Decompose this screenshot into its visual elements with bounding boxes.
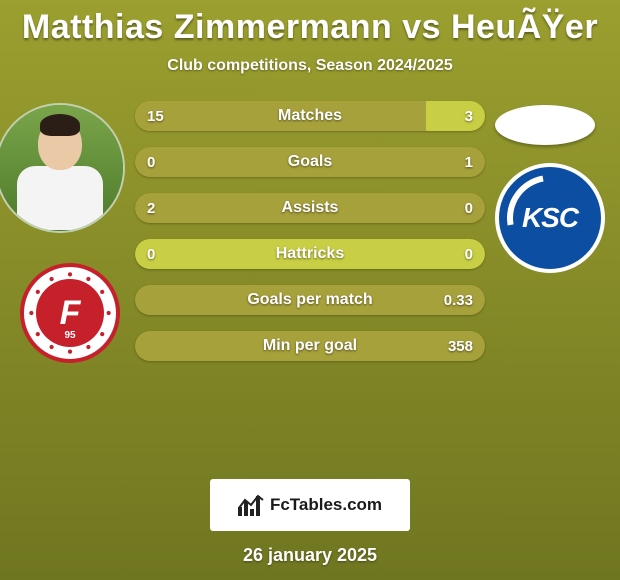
metric-value-left: 0: [147, 239, 155, 269]
brand-text: FcTables.com: [270, 495, 382, 515]
comparison-stage: F 95 KSC Matches153Goals01Assists20Hattr…: [0, 93, 620, 473]
date-text: 26 january 2025: [0, 545, 620, 566]
club-left-letter: F: [60, 294, 81, 333]
metric-row: Matches15 3: [135, 101, 485, 131]
metric-label: Hattricks: [135, 239, 485, 269]
player-right-placeholder: [495, 105, 595, 145]
metric-value-right: 0.33: [444, 285, 473, 315]
brand-icon: [238, 494, 264, 516]
metric-value-right: 0: [465, 239, 473, 269]
player-left-avatar: [0, 103, 125, 233]
club-left-sub: 95: [64, 330, 75, 341]
metric-value-right: 3: [465, 101, 473, 131]
metric-label: Assists: [135, 193, 485, 223]
metric-value-left: 0: [147, 147, 155, 177]
club-badge-right: KSC: [495, 163, 605, 273]
brand-badge: FcTables.com: [210, 479, 410, 531]
metric-value-left: 15: [147, 101, 164, 131]
metric-row: Goals0 1: [135, 147, 485, 177]
metric-row: Goals per match0.33: [135, 285, 485, 315]
metric-row: Min per goal358: [135, 331, 485, 361]
metric-value-left: 2: [147, 193, 155, 223]
metric-row: Assists2 0: [135, 193, 485, 223]
club-badge-left: F 95: [20, 263, 120, 363]
page-title: Matthias Zimmermann vs HeuÃŸer: [0, 0, 620, 47]
metric-label: Goals per match: [135, 285, 485, 315]
metric-value-right: 1: [465, 147, 473, 177]
subtitle: Club competitions, Season 2024/2025: [0, 57, 620, 75]
metric-row: Hattricks0 0: [135, 239, 485, 269]
metrics-bars: Matches153Goals01Assists20Hattricks00Goa…: [135, 101, 485, 377]
metric-label: Goals: [135, 147, 485, 177]
metric-value-right: 358: [448, 331, 473, 361]
metric-label: Min per goal: [135, 331, 485, 361]
metric-label: Matches: [135, 101, 485, 131]
metric-value-right: 0: [465, 193, 473, 223]
